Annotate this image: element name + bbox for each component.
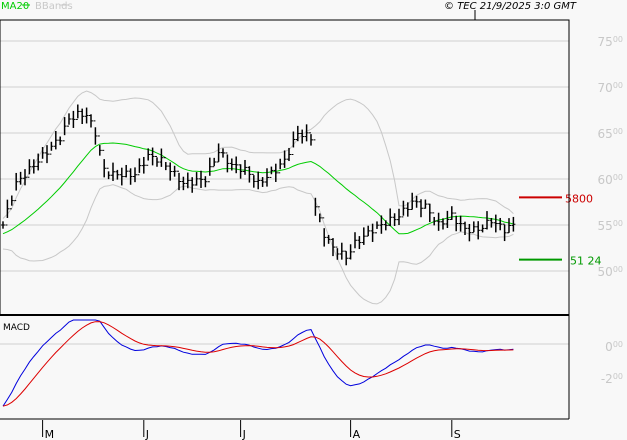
legend-ma20: MA20 (1, 1, 29, 12)
price-tick-label: 5500 (598, 219, 623, 233)
price-tick-label: 5000 (598, 265, 623, 279)
bollinger-lower-band (2, 184, 514, 305)
chart-header: MA20 BBands © TEC 21/9/2025 3:0 GMT (1, 1, 577, 20)
macd-tick-label: -200 (601, 372, 623, 386)
x-tick-label: J (145, 428, 149, 440)
x-tick-label: S (454, 428, 461, 440)
price-tick-label: 7000 (598, 81, 623, 95)
price-tick-label: 6000 (598, 173, 623, 187)
macd-tick-label: 000 (605, 340, 623, 354)
macd-label: MACD (3, 323, 30, 333)
price-tick-label: 7500 (598, 35, 623, 49)
x-tick-label: J (242, 428, 246, 440)
level-label: 5800 (565, 192, 593, 205)
x-tick-label: A (353, 428, 361, 440)
macd-signal-line (2, 321, 514, 407)
level-label: 51 24 (570, 255, 602, 268)
x-tick-label: M (45, 428, 55, 440)
macd-line (2, 319, 514, 407)
legend-bbands: BBands (35, 1, 73, 12)
price-tick-label: 6500 (598, 127, 623, 141)
copyright-timestamp: © TEC 21/9/2025 3:0 GMT (444, 1, 577, 12)
bollinger-upper-band (2, 90, 514, 219)
